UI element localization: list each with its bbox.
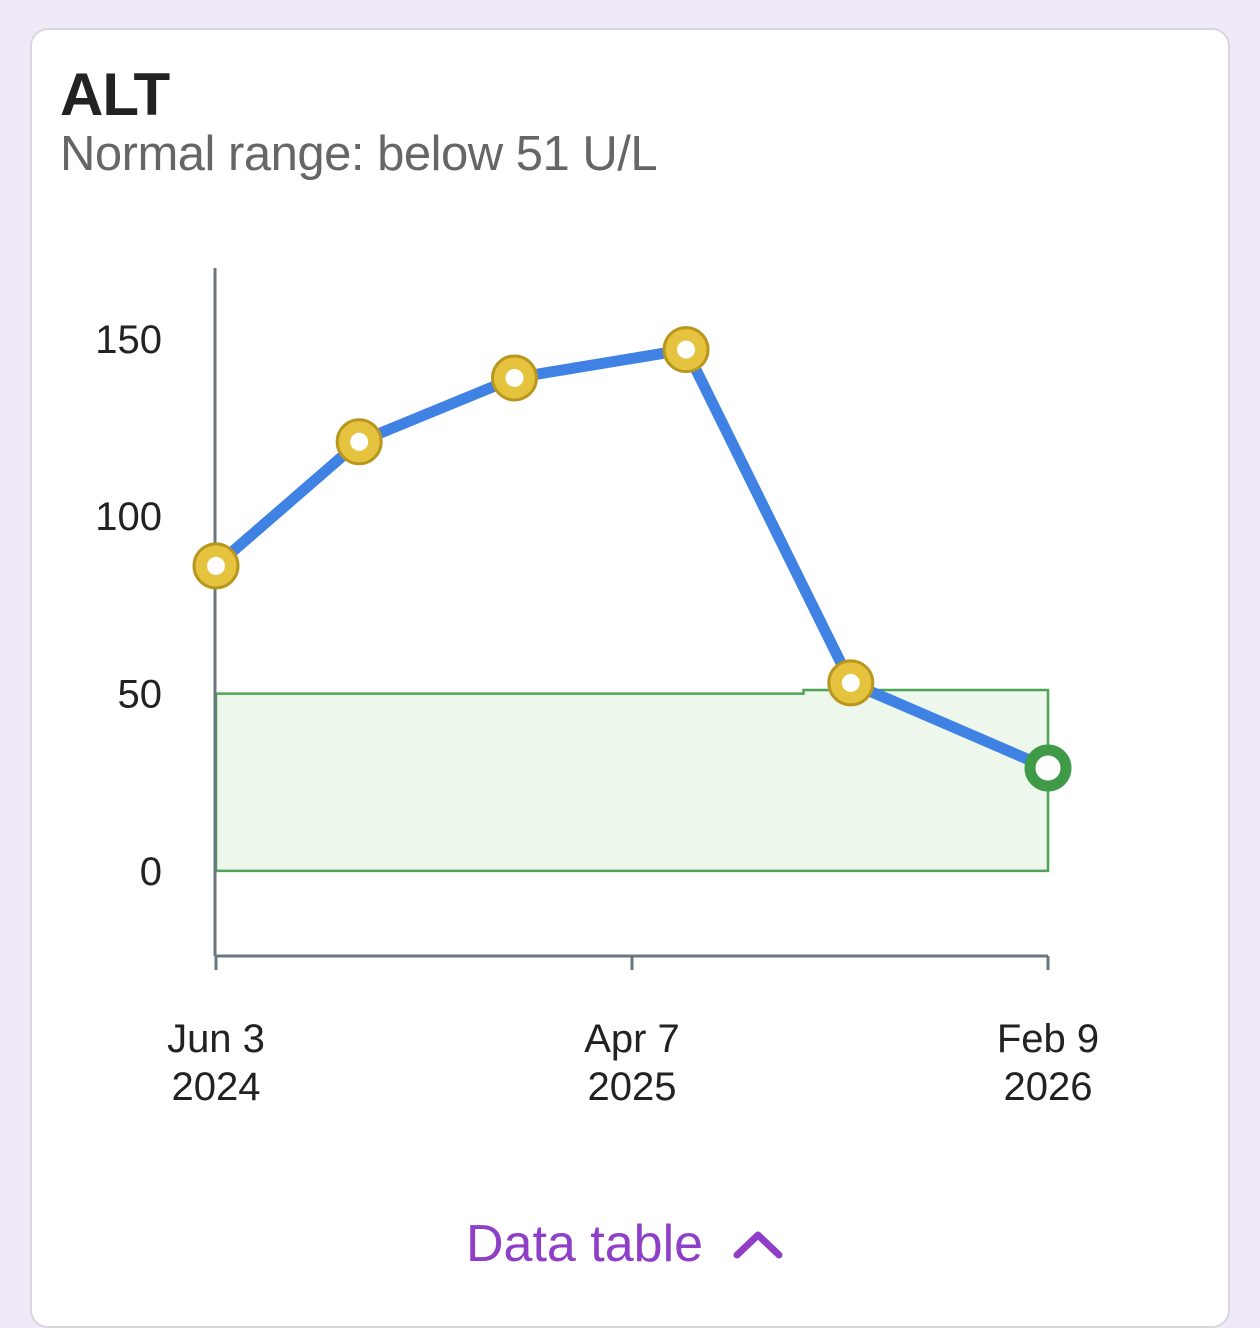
data-point-center bbox=[677, 340, 696, 359]
page-title: ALT bbox=[60, 61, 170, 128]
x-tick-label: 2024 bbox=[172, 1065, 261, 1109]
data-point-center bbox=[505, 368, 524, 387]
data-table-label: Data table bbox=[466, 1215, 704, 1273]
alt-series-line bbox=[210, 344, 1054, 774]
x-tick-label: 2026 bbox=[1004, 1065, 1093, 1109]
data-point-center bbox=[207, 556, 225, 575]
data-table-toggle[interactable]: Data table bbox=[466, 1214, 783, 1274]
x-tick-label: Jun 3 bbox=[167, 1017, 265, 1061]
x-tick-label: Feb 9 bbox=[997, 1017, 1099, 1061]
normal-range-subtitle: Normal range: below 51 U/L bbox=[60, 127, 658, 181]
y-tick-label: 150 bbox=[95, 318, 162, 362]
alt-card: ALT Normal range: below 51 U/L 0 50 100 150… bbox=[30, 28, 1230, 1328]
y-tick-label: 50 bbox=[118, 673, 163, 717]
data-point-center bbox=[350, 432, 369, 451]
x-tick-label: 2025 bbox=[588, 1065, 677, 1109]
data-point-center bbox=[841, 673, 860, 692]
x-tick-label: Apr 7 bbox=[584, 1017, 680, 1061]
chevron-up-icon bbox=[733, 1231, 783, 1259]
latest-data-point bbox=[1024, 744, 1072, 792]
y-tick-label: 0 bbox=[140, 850, 162, 894]
y-tick-label: 100 bbox=[95, 495, 162, 539]
